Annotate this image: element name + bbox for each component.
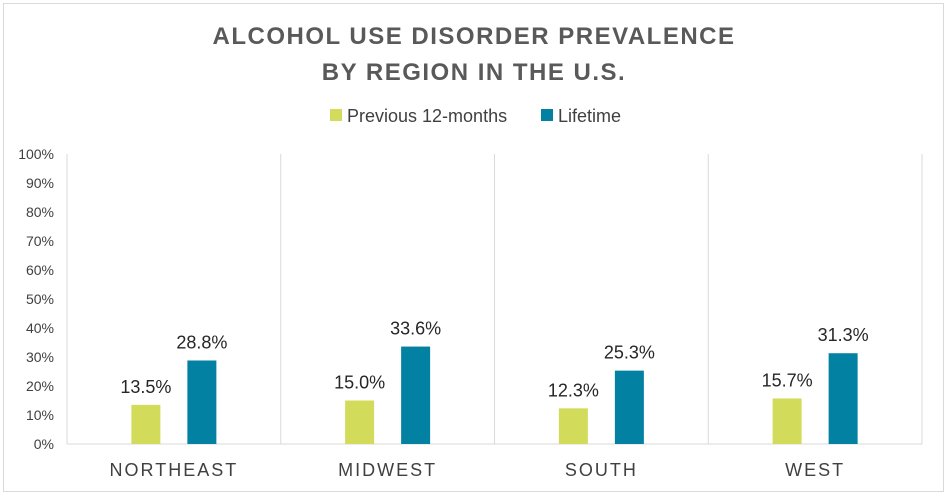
legend-swatch-lifetime	[541, 109, 553, 121]
data-label: 15.0%	[334, 373, 385, 393]
bar-northeast-1	[187, 360, 217, 444]
data-label: 15.7%	[762, 370, 813, 390]
bar-chart: ALCOHOL USE DISORDER PREVALENCE BY REGIO…	[18, 23, 923, 480]
data-label: 31.3%	[818, 325, 869, 345]
bar-south-0	[558, 408, 588, 444]
plot-area: 0% 10% 20% 30% 40% 50% 60% 70% 80% 90% 100% 13.5% 28…	[18, 146, 923, 480]
x-tick-label-west: WEST	[785, 460, 845, 480]
y-tick-label: 40%	[26, 320, 54, 336]
chart-title-line-2: BY REGION IN THE U.S.	[322, 59, 626, 86]
y-tick-label: 30%	[26, 349, 54, 365]
data-label: 25.3%	[604, 343, 655, 363]
y-tick-label: 80%	[26, 204, 54, 220]
bar-midwest-1	[401, 346, 431, 444]
y-tick-label: 0%	[34, 436, 54, 452]
y-tick-label: 100%	[18, 146, 54, 162]
x-tick-label-midwest: MIDWEST	[338, 460, 437, 480]
data-label: 28.8%	[176, 332, 227, 352]
chart-frame: ALCOHOL USE DISORDER PREVALENCE BY REGIO…	[3, 3, 944, 492]
bar-west-0	[772, 398, 802, 444]
y-tick-label: 50%	[26, 291, 54, 307]
bar-south-1	[614, 370, 644, 444]
y-tick-label: 20%	[26, 378, 54, 394]
data-label: 12.3%	[548, 380, 599, 400]
legend-label-lifetime: Lifetime	[558, 106, 621, 126]
bar-midwest-0	[345, 400, 375, 444]
legend-swatch-previous-12-months	[330, 109, 342, 121]
x-tick-label-northeast: NORTHEAST	[110, 460, 239, 480]
y-tick-label: 70%	[26, 233, 54, 249]
y-tick-label: 10%	[26, 407, 54, 423]
data-label: 13.5%	[120, 377, 171, 397]
data-label: 33.6%	[390, 319, 441, 339]
x-tick-label-south: SOUTH	[565, 460, 638, 480]
y-tick-label: 90%	[26, 175, 54, 191]
y-tick-label: 60%	[26, 262, 54, 278]
chart-title-line-1: ALCOHOL USE DISORDER PREVALENCE	[213, 23, 736, 50]
bar-northeast-0	[131, 404, 161, 444]
bar-west-1	[828, 353, 858, 444]
legend-label-previous-12-months: Previous 12-months	[347, 106, 507, 126]
